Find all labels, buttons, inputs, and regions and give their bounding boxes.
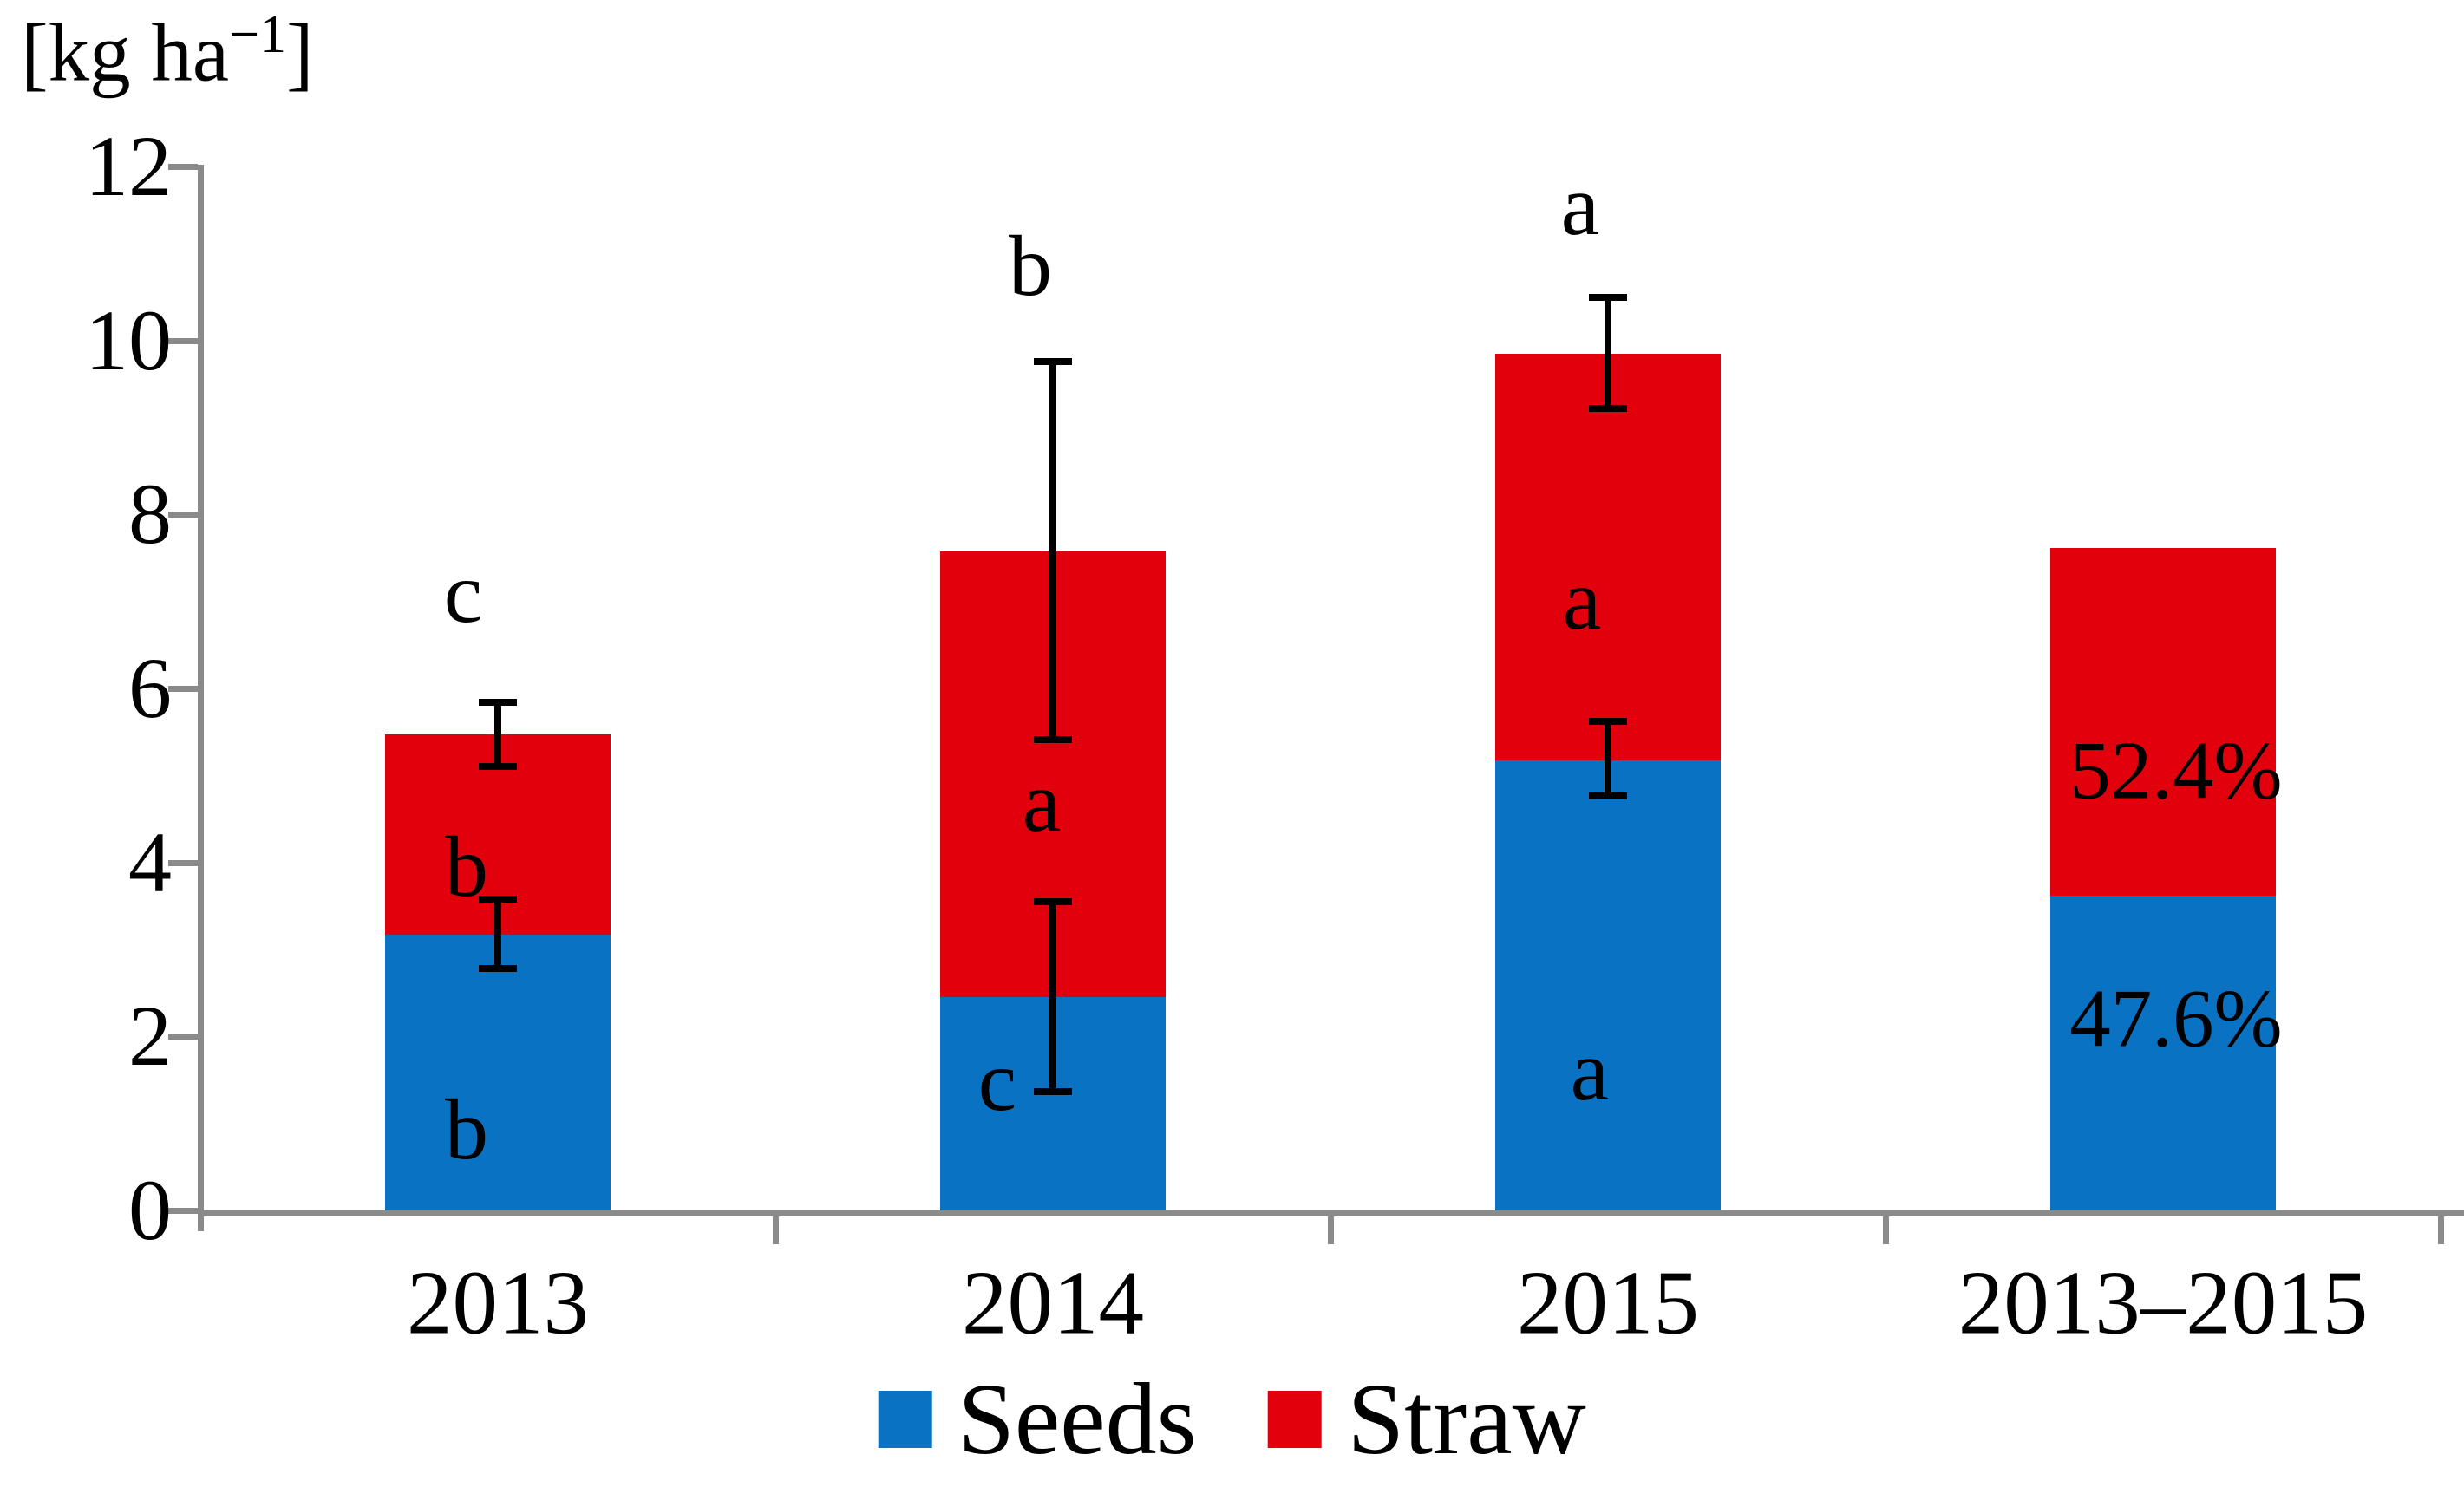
total-error-bar-cap: [1034, 358, 1072, 365]
y-tick-mark: [168, 860, 198, 866]
y-axis-unit-label: [kg ha−1]: [21, 5, 314, 99]
seeds-error-bar-cap: [479, 896, 517, 903]
total-error-bar-cap: [479, 763, 517, 770]
x-category-label: 2013: [407, 1251, 589, 1353]
unit-exponent: −1: [229, 5, 287, 64]
y-tick-label: 0: [128, 1162, 172, 1258]
y-tick-mark: [168, 338, 198, 344]
x-axis-line: [198, 1210, 2464, 1216]
total-error-bar-line: [1605, 297, 1611, 408]
x-tick-mark: [1883, 1215, 1889, 1244]
y-tick-label: 6: [128, 640, 172, 736]
unit-suffix: ]: [286, 6, 314, 99]
seeds-error-bar-cap: [1589, 718, 1627, 725]
y-tick-label: 2: [128, 988, 172, 1084]
total-error-bar-cap: [1034, 736, 1072, 743]
x-tick-mark: [773, 1215, 779, 1244]
significance-letter-straw: a: [1562, 551, 1602, 648]
significance-letter-straw: a: [1022, 753, 1062, 850]
seeds-swatch-icon: [878, 1391, 932, 1448]
significance-letter-seeds: c: [977, 1033, 1017, 1129]
percent-label-straw: 52.4%: [2069, 724, 2283, 817]
significance-letter-top: a: [1560, 157, 1600, 253]
bar-straw-segment: [2050, 548, 2276, 896]
straw-swatch-icon: [1267, 1391, 1322, 1448]
seeds-error-bar-line: [1049, 902, 1056, 1092]
legend-label-straw: Straw: [1347, 1362, 1586, 1476]
seeds-error-bar-cap: [479, 965, 517, 972]
x-category-label: 2013–2015: [1957, 1251, 2369, 1353]
seeds-error-bar-line: [1605, 721, 1611, 796]
total-error-bar-cap: [479, 699, 517, 706]
legend-item-straw: Straw: [1267, 1362, 1586, 1476]
total-error-bar-line: [1049, 362, 1056, 740]
bar-seeds-segment: [1495, 760, 1721, 1210]
bar-seeds-segment: [385, 935, 611, 1210]
unit-prefix: [kg ha: [21, 6, 230, 99]
significance-letter-straw: b: [445, 819, 488, 915]
y-tick-mark: [168, 686, 198, 692]
significance-letter-seeds: a: [1570, 1022, 1610, 1119]
x-category-label: 2015: [1517, 1251, 1699, 1353]
y-tick-mark: [168, 512, 198, 518]
y-tick-mark: [168, 164, 198, 170]
total-error-bar-line: [494, 702, 501, 766]
y-tick-mark: [168, 1034, 198, 1040]
bar-straw-segment: [1495, 354, 1721, 760]
legend-label-seeds: Seeds: [957, 1362, 1197, 1476]
significance-letter-top: b: [1009, 218, 1052, 314]
x-category-label: 2014: [962, 1251, 1144, 1353]
x-tick-mark: [1328, 1215, 1334, 1244]
seeds-error-bar-cap: [1034, 1088, 1072, 1095]
percent-label-seeds: 47.6%: [2069, 972, 2283, 1065]
seeds-error-bar-cap: [1589, 792, 1627, 799]
significance-letter-top: c: [443, 545, 483, 641]
y-tick-label: 8: [128, 466, 172, 562]
total-error-bar-cap: [1589, 405, 1627, 412]
y-tick-label: 4: [128, 814, 172, 910]
significance-letter-seeds: b: [445, 1081, 488, 1177]
bar-seeds-segment: [2050, 896, 2276, 1210]
y-tick-label: 12: [85, 118, 172, 214]
seeds-error-bar-cap: [1034, 898, 1072, 905]
legend-item-seeds: Seeds: [878, 1362, 1197, 1476]
seeds-error-bar-line: [494, 899, 501, 969]
total-error-bar-cap: [1589, 294, 1627, 301]
y-tick-label: 10: [85, 292, 172, 388]
legend: Seeds Straw: [878, 1368, 1586, 1471]
y-tick-mark: [168, 1208, 198, 1214]
y-axis-line: [198, 165, 204, 1231]
x-tick-mark: [2438, 1215, 2444, 1244]
